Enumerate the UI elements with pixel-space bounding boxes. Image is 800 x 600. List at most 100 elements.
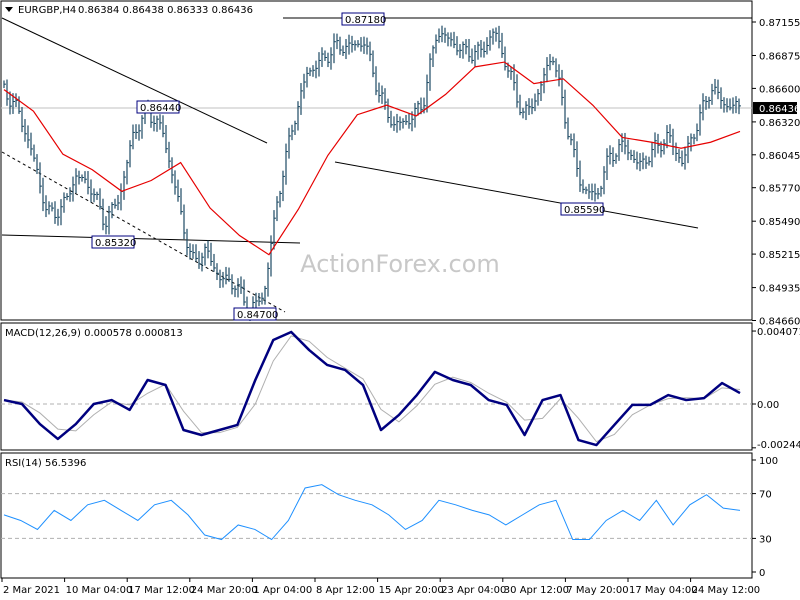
price-bar	[534, 93, 537, 112]
price-bar	[714, 78, 717, 95]
price-tick-label: 0.85215	[759, 250, 800, 261]
price-bar	[360, 37, 363, 52]
price-bar	[642, 152, 645, 170]
moving-average-line	[3, 61, 741, 256]
price-bar	[264, 285, 267, 305]
price-bar	[3, 80, 6, 89]
price-bar	[165, 125, 168, 154]
macd-title: MACD(12,26,9) 0.000578 0.000813	[5, 328, 183, 339]
price-bar	[441, 25, 444, 43]
price-bar	[339, 36, 342, 55]
price-bar	[75, 168, 78, 194]
price-bar	[270, 235, 273, 277]
price-bar	[153, 115, 156, 132]
price-bar	[522, 107, 525, 119]
price-bar	[603, 166, 606, 195]
price-bar	[210, 242, 213, 266]
price-bar	[324, 50, 327, 61]
price-bar	[66, 193, 69, 201]
price-bar	[591, 183, 594, 201]
price-bar	[477, 41, 480, 60]
price-bar	[63, 192, 66, 213]
price-bar	[81, 174, 84, 182]
price-bar	[111, 202, 114, 219]
price-bar	[444, 27, 447, 43]
price-bar	[198, 251, 201, 269]
price-bar	[396, 113, 399, 133]
price-bar	[639, 153, 642, 172]
price-bar	[510, 66, 513, 80]
price-bar	[291, 124, 294, 141]
price-tick-label: 0.86045	[759, 151, 800, 162]
price-bar	[573, 133, 576, 158]
price-bar	[9, 91, 12, 115]
price-bar	[399, 116, 402, 131]
price-bar	[168, 141, 171, 169]
price-bar	[42, 177, 45, 212]
price-bar	[492, 28, 495, 45]
price-bar	[645, 155, 648, 169]
price-bar	[48, 201, 51, 215]
price-bar	[393, 116, 396, 131]
chart-ohlc: 0.86384 0.86438 0.86333 0.86436	[78, 5, 253, 16]
macd-line	[3, 330, 741, 447]
price-bar	[36, 154, 39, 175]
price-bar	[228, 267, 231, 282]
price-bar	[570, 133, 573, 146]
price-bar	[258, 292, 261, 307]
annotation-label: 0.86440	[140, 103, 181, 114]
price-bar	[282, 170, 285, 202]
price-bar	[261, 292, 264, 305]
time-tick-label: 24 May 12:00	[692, 585, 761, 596]
price-bar	[378, 82, 381, 103]
price-bar	[648, 156, 651, 166]
price-bar	[708, 96, 711, 109]
price-bar	[69, 187, 72, 202]
price-bar	[78, 170, 81, 185]
price-bar	[687, 135, 690, 164]
price-bar	[30, 132, 33, 156]
trendline-dashed	[1, 151, 286, 313]
price-bar	[303, 73, 306, 99]
price-bar	[216, 263, 219, 281]
price-bar	[90, 179, 93, 203]
rsi-tick-label: 100	[759, 456, 778, 467]
dropdown-triangle-icon[interactable]	[5, 7, 13, 12]
price-bar	[579, 160, 582, 192]
price-bar	[576, 141, 579, 177]
price-bar	[543, 67, 546, 94]
price-tick-label: 0.85770	[759, 184, 800, 195]
price-bar	[732, 97, 735, 114]
price-bar	[21, 106, 24, 133]
price-bar	[315, 60, 318, 79]
price-bar	[429, 53, 432, 91]
price-bar	[501, 32, 504, 58]
price-bar	[726, 98, 729, 113]
price-bar	[60, 199, 63, 226]
price-bar	[213, 253, 216, 272]
price-bar	[678, 149, 681, 163]
price-bar	[105, 216, 108, 235]
price-bar	[729, 98, 732, 111]
price-bar	[405, 114, 408, 125]
price-bar	[27, 125, 30, 149]
price-bar	[564, 89, 567, 129]
price-bar	[219, 269, 222, 288]
watermark: ActionForex.com	[300, 250, 500, 278]
price-bar	[141, 115, 144, 139]
price-bar	[123, 170, 126, 200]
price-bar	[201, 252, 204, 272]
time-tick-label: 15 Apr 20:00	[379, 585, 444, 596]
price-bar	[495, 27, 498, 42]
price-bar	[723, 97, 726, 113]
price-bar	[738, 98, 741, 115]
price-bar	[6, 79, 9, 106]
price-bar	[348, 34, 351, 55]
price-bar	[204, 243, 207, 266]
price-bar	[651, 141, 654, 168]
price-bar	[186, 228, 189, 256]
price-bar	[450, 32, 453, 47]
price-tick-label: 0.87155	[759, 18, 800, 29]
current-price-label: 0.86436	[759, 104, 800, 115]
price-bar	[681, 150, 684, 167]
